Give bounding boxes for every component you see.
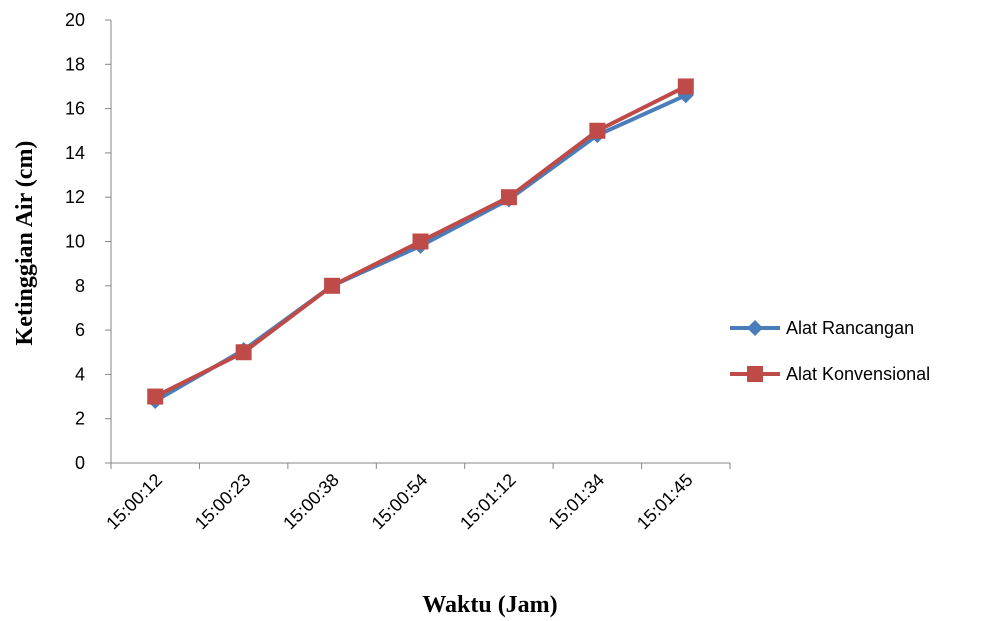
y-tick-label: 16	[65, 99, 85, 119]
x-axis-title: Waktu (Jam)	[422, 592, 557, 618]
y-tick-label: 12	[65, 187, 85, 207]
x-tick-label: 15:01:34	[544, 470, 608, 534]
y-tick-label: 20	[65, 10, 85, 30]
x-tick-label: 15:01:45	[633, 470, 697, 534]
x-tick-label: 15:00:54	[368, 470, 432, 534]
data-point	[678, 78, 694, 94]
y-tick-label: 14	[65, 143, 85, 163]
legend-marker	[747, 366, 763, 382]
data-point	[501, 189, 517, 205]
x-tick-label: 15:00:38	[279, 470, 343, 534]
chart: Waktu (Jam) Ketinggian Air (cm) 0 2 4 6 8 10 1…	[0, 0, 982, 621]
y-tick-label: 18	[65, 54, 85, 74]
x-tick-label: 15:01:12	[456, 470, 520, 534]
x-tick-label: 15:00:23	[191, 470, 255, 534]
legend-label: Alat Konvensional	[786, 364, 930, 384]
y-axis-title: Ketinggian Air (cm)	[12, 141, 38, 346]
y-tick-label: 10	[65, 232, 85, 252]
y-tick-label: 4	[75, 364, 85, 384]
legend-label: Alat Rancangan	[786, 318, 914, 338]
y-tick-label: 8	[75, 276, 85, 296]
data-point	[589, 123, 605, 139]
legend-marker	[747, 320, 763, 336]
data-point	[147, 389, 163, 405]
y-tick-label: 2	[75, 409, 85, 429]
x-tick-label: 15:00:12	[102, 470, 166, 534]
y-tick-label: 6	[75, 320, 85, 340]
y-tick-label: 0	[75, 453, 85, 473]
data-point	[413, 234, 429, 250]
data-point	[324, 278, 340, 294]
data-point	[236, 344, 252, 360]
